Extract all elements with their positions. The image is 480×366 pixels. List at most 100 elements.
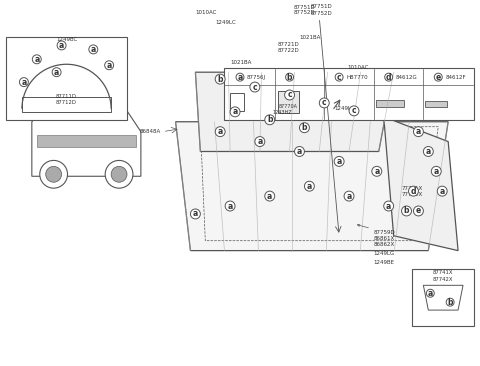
Polygon shape: [384, 117, 458, 251]
Circle shape: [385, 73, 393, 81]
Text: a: a: [238, 72, 242, 82]
Circle shape: [191, 209, 200, 219]
Circle shape: [295, 146, 304, 156]
Text: 87756J: 87756J: [247, 75, 266, 80]
Circle shape: [372, 167, 382, 176]
Text: a: a: [232, 107, 238, 116]
Circle shape: [304, 181, 314, 191]
Text: c: c: [322, 98, 326, 107]
Circle shape: [250, 82, 260, 92]
Circle shape: [434, 73, 442, 81]
Circle shape: [111, 167, 127, 182]
Text: e: e: [416, 206, 421, 216]
Circle shape: [40, 160, 68, 188]
Bar: [277, 91, 300, 113]
Circle shape: [105, 61, 114, 70]
Circle shape: [215, 74, 225, 84]
Circle shape: [334, 156, 344, 167]
Text: a: a: [54, 68, 59, 77]
Text: a: a: [228, 202, 233, 210]
Text: a: a: [307, 182, 312, 191]
Text: 1249BE: 1249BE: [374, 260, 395, 265]
Text: b: b: [404, 206, 409, 216]
Circle shape: [285, 90, 295, 100]
Text: a: a: [59, 41, 64, 50]
Text: e: e: [436, 72, 441, 82]
Text: b: b: [302, 123, 307, 132]
Circle shape: [225, 201, 235, 211]
Text: a: a: [257, 137, 263, 146]
Text: a: a: [336, 157, 342, 166]
Text: 86861X
86862X: 86861X 86862X: [374, 236, 395, 247]
FancyBboxPatch shape: [6, 37, 127, 120]
Text: a: a: [21, 78, 26, 87]
Circle shape: [32, 55, 41, 64]
Text: 1249LG: 1249LG: [374, 251, 395, 256]
Circle shape: [89, 45, 98, 54]
Bar: [37, 135, 136, 146]
Circle shape: [319, 98, 329, 108]
Circle shape: [215, 127, 225, 137]
Text: a: a: [267, 191, 272, 201]
Text: 87711D
87712D: 87711D 87712D: [56, 94, 77, 105]
Circle shape: [57, 41, 66, 50]
Polygon shape: [176, 122, 448, 251]
Circle shape: [402, 206, 411, 216]
Text: a: a: [433, 167, 439, 176]
Text: 87752D: 87752D: [294, 10, 315, 15]
Text: a: a: [426, 147, 431, 156]
FancyBboxPatch shape: [224, 68, 474, 120]
Text: a: a: [91, 45, 96, 54]
Circle shape: [413, 127, 423, 137]
Text: a: a: [347, 191, 352, 201]
Text: a: a: [416, 127, 421, 136]
Text: 87759D: 87759D: [358, 224, 396, 235]
Circle shape: [46, 167, 61, 182]
Text: 84612F: 84612F: [445, 75, 466, 80]
Text: a: a: [374, 167, 379, 176]
Text: a: a: [34, 55, 39, 64]
Text: 1010AC: 1010AC: [195, 10, 217, 15]
Text: a: a: [193, 209, 198, 219]
Text: 87751D: 87751D: [294, 5, 315, 10]
Circle shape: [265, 115, 275, 125]
Text: 84612G: 84612G: [396, 75, 418, 80]
Text: c: c: [287, 90, 292, 100]
Text: 77731X
77732X: 77731X 77732X: [402, 186, 423, 197]
Text: d: d: [386, 72, 391, 82]
Text: d: d: [411, 187, 416, 196]
Circle shape: [349, 106, 359, 116]
Circle shape: [105, 160, 133, 188]
Text: b: b: [217, 75, 223, 83]
Bar: [425, 101, 447, 107]
Text: c: c: [352, 107, 356, 115]
Text: 86848A: 86848A: [140, 129, 161, 134]
Circle shape: [335, 73, 343, 81]
Circle shape: [255, 137, 265, 146]
Text: 1010AC: 1010AC: [347, 65, 369, 70]
Circle shape: [413, 206, 423, 216]
Text: 87751D
87752D: 87751D 87752D: [311, 4, 332, 16]
Circle shape: [432, 167, 441, 176]
Circle shape: [265, 191, 275, 201]
Text: a: a: [107, 61, 112, 70]
Text: c: c: [252, 83, 257, 92]
Text: a: a: [428, 289, 433, 298]
Circle shape: [446, 298, 454, 306]
Text: b: b: [267, 115, 273, 124]
Circle shape: [300, 123, 310, 132]
Circle shape: [20, 78, 28, 87]
Text: 87770A: 87770A: [279, 104, 298, 109]
Circle shape: [52, 68, 61, 76]
Circle shape: [423, 146, 433, 156]
Polygon shape: [195, 72, 394, 152]
Circle shape: [408, 186, 419, 196]
Text: 1249LC: 1249LC: [334, 107, 355, 111]
Circle shape: [344, 191, 354, 201]
Circle shape: [426, 289, 434, 297]
Text: a: a: [217, 127, 223, 136]
Text: 1249BC: 1249BC: [56, 37, 77, 42]
Text: a: a: [440, 187, 445, 196]
FancyBboxPatch shape: [412, 269, 474, 326]
Text: b: b: [287, 72, 292, 82]
